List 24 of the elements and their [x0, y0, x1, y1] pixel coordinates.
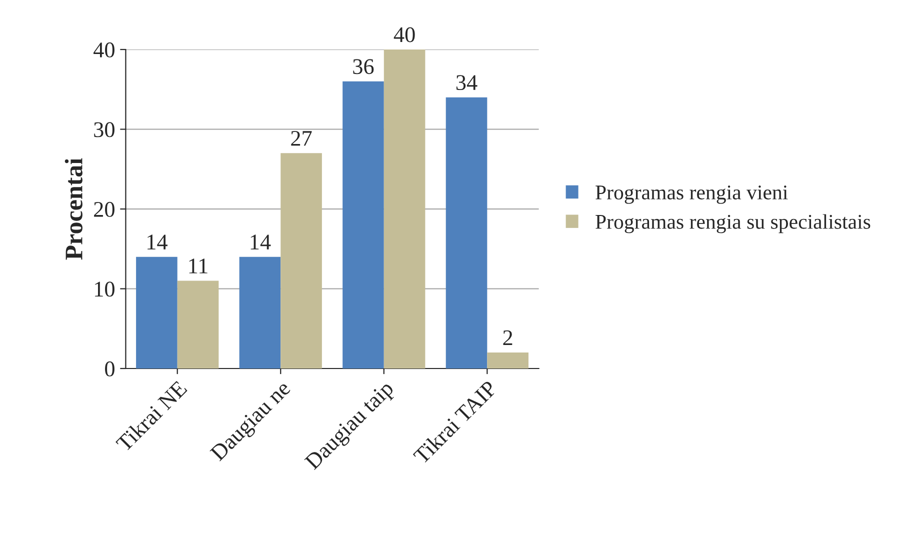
bar — [177, 280, 219, 368]
data-label: 2 — [503, 330, 512, 346]
legend-label: Programas rengia vieni — [596, 186, 788, 204]
y-tick-label: 0 — [105, 361, 114, 376]
y-axis-title: Procentai — [64, 158, 82, 260]
y-tick-label: 10 — [95, 282, 114, 297]
data-label: 14 — [148, 234, 168, 250]
data-label: 34 — [456, 75, 478, 90]
y-tick-label: 40 — [94, 42, 114, 58]
data-label: 40 — [394, 27, 415, 42]
bar — [384, 50, 426, 368]
y-tick-label: 20 — [94, 202, 114, 217]
data-label: 36 — [353, 59, 374, 74]
legend-label: Programas rengia su specialistais — [596, 214, 870, 234]
bar — [342, 81, 384, 368]
bar — [239, 256, 281, 368]
bar — [136, 256, 178, 368]
y-tick-label: 30 — [94, 122, 114, 138]
bar — [446, 97, 488, 368]
data-label: 27 — [291, 130, 312, 146]
data-label: 11 — [189, 258, 208, 274]
data-label: 14 — [250, 234, 271, 250]
bar — [280, 153, 322, 368]
bar — [487, 352, 528, 368]
